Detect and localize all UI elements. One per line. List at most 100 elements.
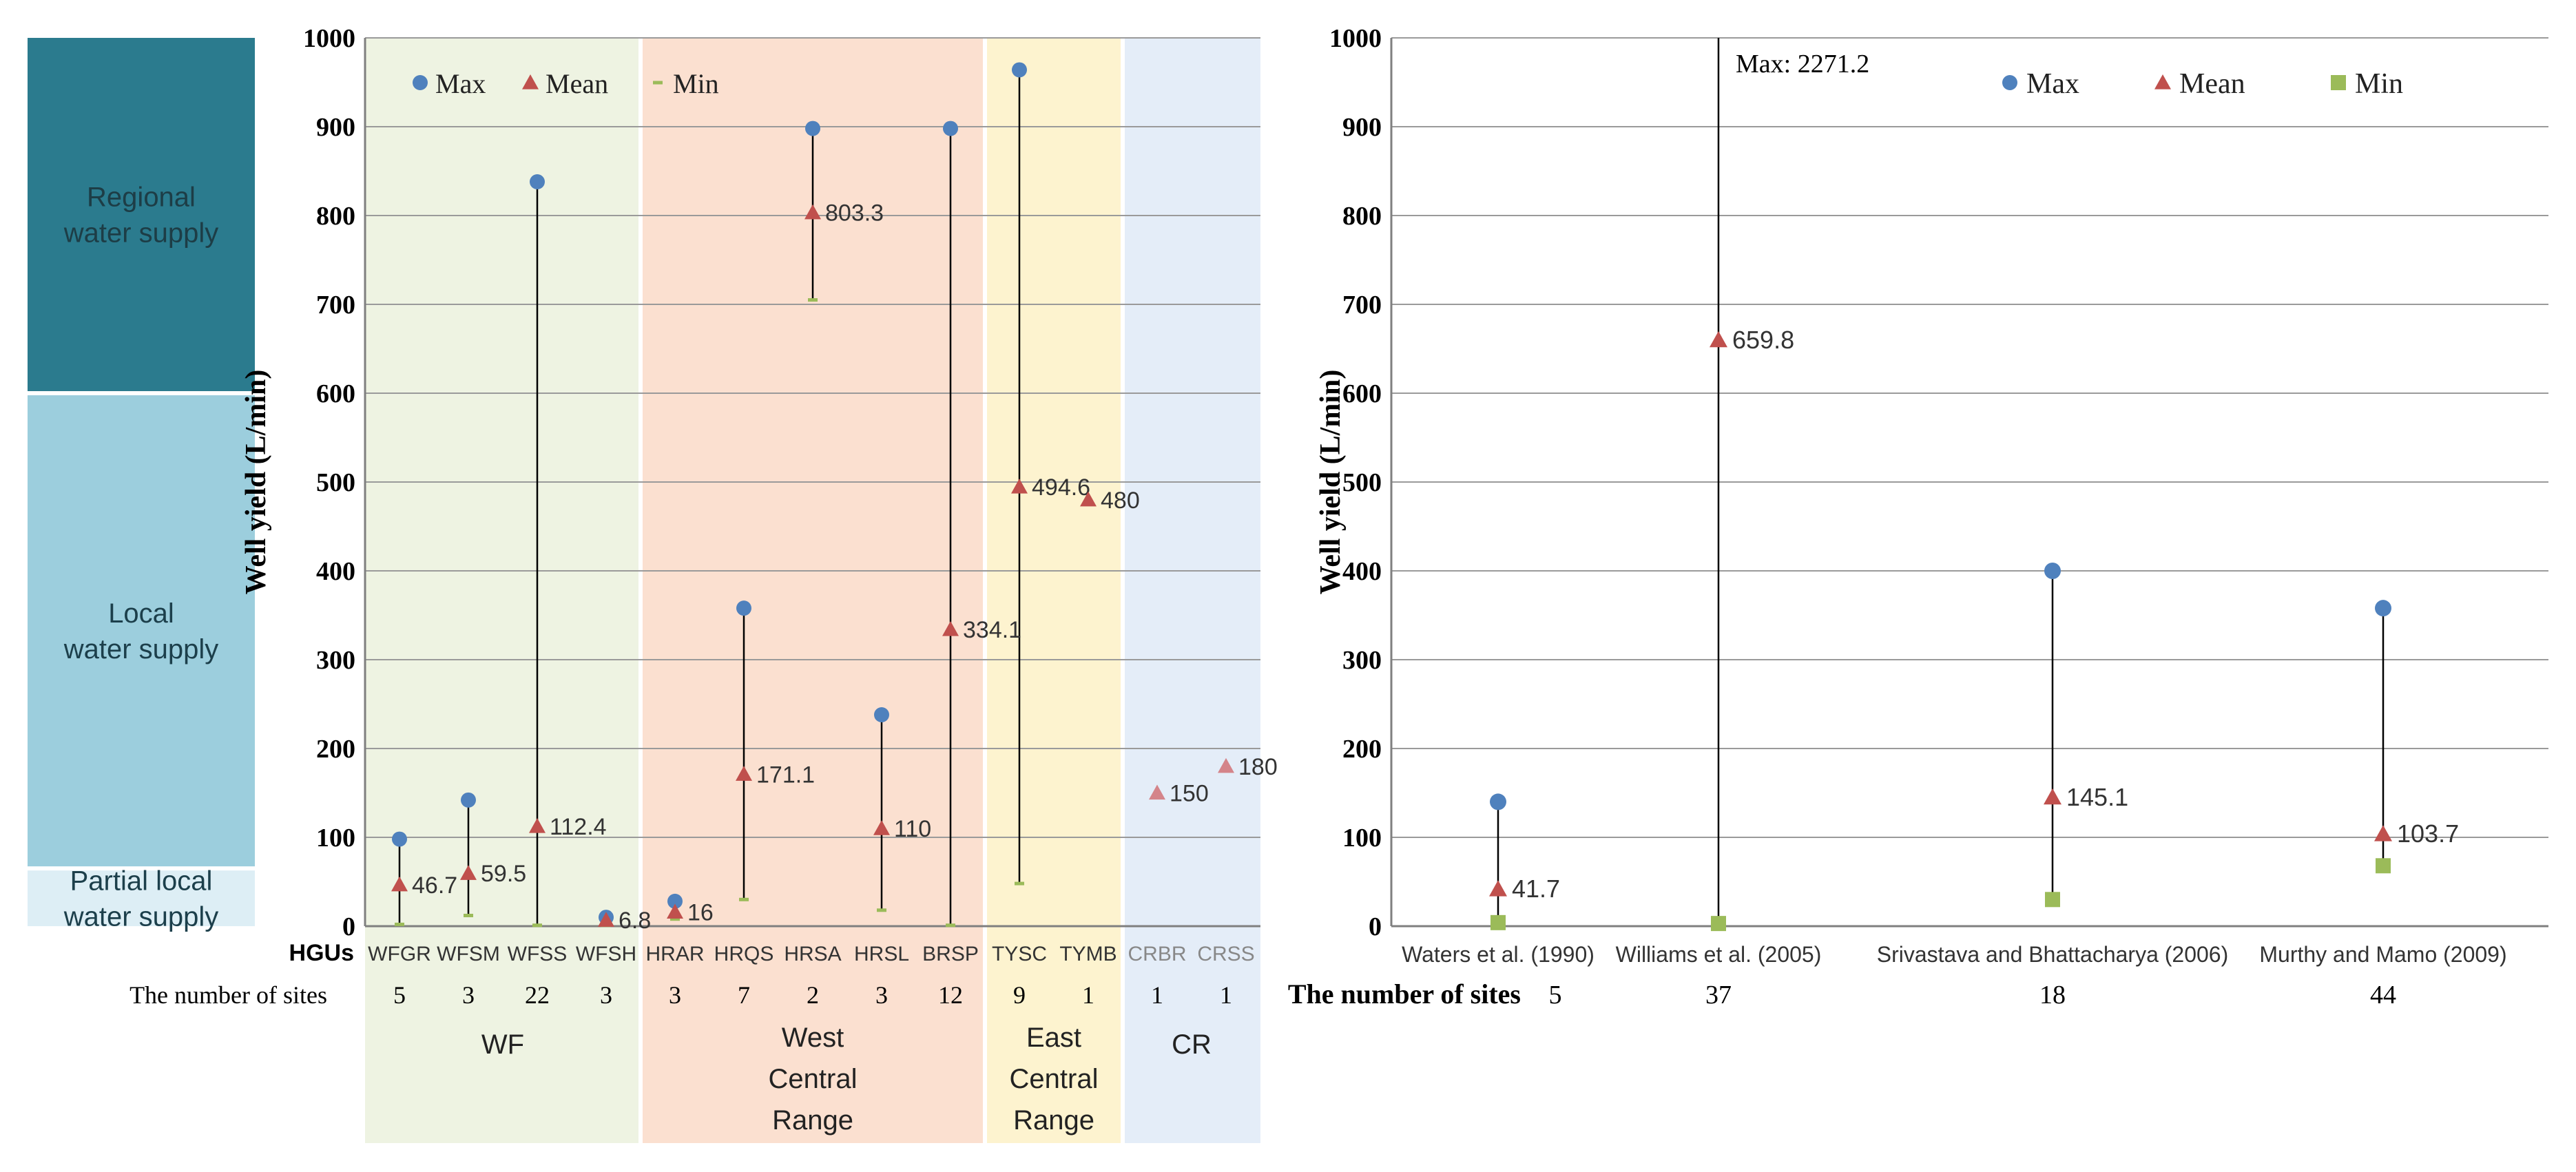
y-tick-label: 400 — [316, 557, 355, 586]
x-tick-label: HRSA — [784, 943, 841, 965]
y-tick-label: 1000 — [1329, 24, 1382, 53]
y-tick-label: 1000 — [303, 24, 355, 53]
mean-marker — [1710, 331, 1727, 348]
min-marker — [739, 897, 749, 901]
y-tick-label: 800 — [1342, 202, 1382, 231]
mean-data-label: 6.8 — [619, 908, 651, 934]
max-marker — [530, 174, 545, 189]
supply-class-label: Regional — [87, 182, 196, 213]
y-tick-label: 700 — [1342, 291, 1382, 320]
mean-marker — [1011, 478, 1028, 494]
legend-marker — [2154, 74, 2171, 90]
region-label: Central — [769, 1064, 858, 1094]
mean-marker — [1149, 784, 1165, 800]
y-tick-label: 0 — [1369, 912, 1382, 941]
sites-count: 44 — [2370, 981, 2396, 1009]
y-tick-label: 300 — [316, 646, 355, 675]
y-tick-label: 300 — [1342, 646, 1382, 675]
mean-marker — [2374, 825, 2392, 841]
mean-data-label: 334.1 — [963, 617, 1021, 643]
max-marker — [1490, 793, 1506, 810]
mean-marker — [736, 766, 752, 781]
mean-data-label: 803.3 — [825, 200, 884, 227]
x-tick-label: Waters et al. (1990) — [1402, 942, 1595, 967]
max-marker — [1012, 62, 1027, 78]
y-tick-label: 600 — [316, 379, 355, 408]
max-marker — [943, 121, 958, 136]
min-marker — [946, 923, 955, 928]
max-marker — [461, 792, 476, 808]
sites-count: 1 — [1220, 981, 1232, 1009]
x-tick-label: HRAR — [645, 943, 704, 965]
min-marker — [1015, 881, 1024, 886]
y-tick-label: 800 — [316, 202, 355, 231]
sites-count: 18 — [2039, 981, 2066, 1009]
sites-count: 7 — [738, 981, 750, 1009]
region-label: Range — [772, 1105, 853, 1136]
sites-count: 3 — [875, 981, 888, 1009]
max-marker — [874, 707, 889, 722]
sites-count: 22 — [525, 981, 550, 1009]
mean-data-label: 494.6 — [1032, 474, 1090, 501]
y-axis-title: Well yield (L/min) — [240, 370, 272, 595]
y-tick-label: 900 — [1342, 113, 1382, 142]
sites-count: 9 — [1013, 981, 1026, 1009]
sites-count: 1 — [1082, 981, 1094, 1009]
sites-count: 2 — [807, 981, 819, 1009]
x-tick-label: WFGR — [368, 943, 431, 965]
sites-row-label: The number of sites — [129, 981, 327, 1009]
min-marker — [395, 922, 404, 926]
region-label: West — [782, 1023, 844, 1053]
x-tick-label: Srivastava and Bhattacharya (2006) — [1877, 942, 2229, 967]
sites-count: 12 — [938, 981, 963, 1009]
min-marker — [2045, 892, 2060, 908]
supply-class-band — [28, 38, 255, 391]
legend-label: Max — [435, 68, 486, 99]
sites-count: 3 — [462, 981, 475, 1009]
y-tick-label: 700 — [316, 291, 355, 320]
x-tick-label: CRSS — [1197, 943, 1254, 965]
mean-data-label: 112.4 — [550, 814, 607, 840]
legend-marker — [2002, 75, 2017, 90]
supply-class-band — [28, 395, 255, 867]
right-chart-literature-well-yield: 0 100 200 300 400 500 600 700 800 900 1000 Well yie… — [1288, 24, 2548, 1009]
mean-marker — [804, 204, 821, 220]
supply-class-label: water supply — [63, 902, 219, 932]
legend-marker — [2331, 75, 2346, 90]
mean-data-label: 150 — [1170, 781, 1209, 807]
sites-count: 1 — [1151, 981, 1163, 1009]
legend-label: Mean — [546, 68, 608, 99]
x-axis-title: HGUs — [289, 940, 354, 966]
min-marker — [877, 908, 886, 912]
max-marker — [2375, 600, 2391, 617]
max-marker — [736, 600, 751, 616]
supply-class-label: water supply — [63, 218, 219, 249]
sites-row-label: The number of sites — [1288, 979, 1521, 1009]
x-tick-label: HRQS — [714, 943, 774, 965]
max-marker — [392, 831, 407, 847]
x-tick-label: WFSM — [437, 943, 500, 965]
min-marker — [808, 298, 818, 302]
x-tick-label: HRSL — [854, 943, 909, 965]
sites-count: 3 — [669, 981, 681, 1009]
y-tick-label: 400 — [1342, 557, 1382, 586]
x-tick-label: BRSP — [922, 943, 979, 965]
y-tick-label: 100 — [316, 824, 355, 852]
mean-data-label: 180 — [1238, 754, 1278, 780]
max-marker — [805, 121, 820, 136]
min-marker — [670, 917, 680, 921]
sites-count: 37 — [1705, 981, 1732, 1009]
mean-data-label: 171.1 — [756, 762, 815, 788]
max-marker — [2044, 563, 2061, 579]
mean-marker — [667, 903, 683, 919]
x-tick-label: TYSC — [992, 943, 1047, 965]
region-label: Central — [1010, 1064, 1099, 1094]
y-tick-label: 0 — [342, 912, 355, 941]
legend-label: Max — [2026, 68, 2079, 100]
y-tick-label: 500 — [1342, 468, 1382, 497]
min-marker — [532, 923, 542, 928]
region-label: East — [1026, 1023, 1081, 1053]
mean-marker — [460, 865, 477, 880]
mean-marker — [1080, 491, 1097, 507]
